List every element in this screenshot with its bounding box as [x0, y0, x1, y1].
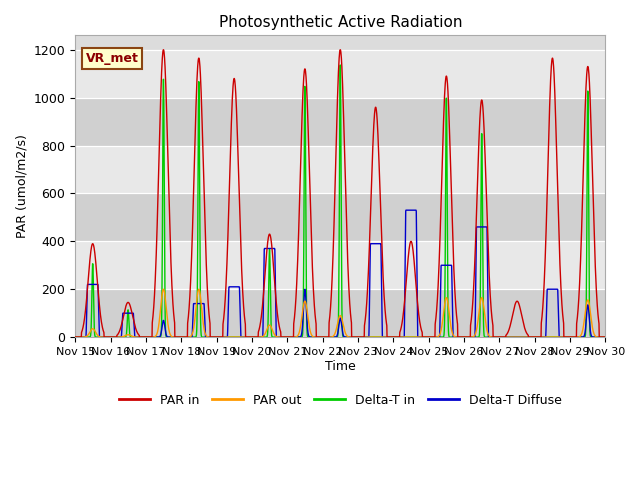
Y-axis label: PAR (umol/m2/s): PAR (umol/m2/s) [15, 134, 28, 238]
Bar [75, 50, 605, 97]
Legend: PAR in, PAR out, Delta-T in, Delta-T Diffuse: PAR in, PAR out, Delta-T in, Delta-T Dif… [114, 389, 567, 412]
Bar [75, 241, 605, 289]
Bar [75, 289, 605, 337]
Bar [75, 193, 605, 241]
Bar [75, 97, 605, 145]
X-axis label: Time: Time [325, 360, 356, 372]
Title: Photosynthetic Active Radiation: Photosynthetic Active Radiation [218, 15, 462, 30]
Bar [75, 145, 605, 193]
Text: VR_met: VR_met [86, 52, 139, 65]
